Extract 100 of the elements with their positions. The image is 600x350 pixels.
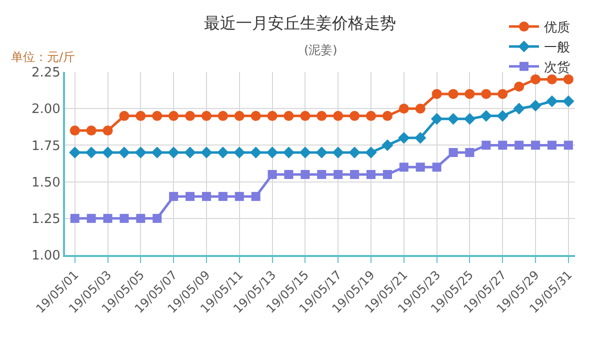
point xyxy=(218,192,228,201)
point xyxy=(102,126,113,136)
point xyxy=(134,146,147,158)
point xyxy=(186,192,195,201)
point xyxy=(562,95,574,108)
point xyxy=(399,162,408,172)
point xyxy=(530,100,542,112)
point xyxy=(152,214,162,223)
point xyxy=(70,126,80,136)
point xyxy=(546,95,558,108)
point xyxy=(168,110,179,121)
point xyxy=(447,113,460,125)
y-tick-label: 2.00 xyxy=(31,102,60,118)
point xyxy=(366,110,376,121)
point xyxy=(185,110,196,121)
point xyxy=(268,170,277,179)
point xyxy=(530,74,541,84)
y-tick-label: 1.50 xyxy=(31,175,60,190)
point xyxy=(382,110,392,121)
point xyxy=(250,110,261,121)
point xyxy=(202,192,211,201)
point xyxy=(69,146,81,158)
point xyxy=(398,132,410,144)
point xyxy=(513,102,525,114)
point xyxy=(299,146,312,158)
point xyxy=(465,148,474,158)
point xyxy=(448,88,458,99)
text: 单位：元/斤 xyxy=(11,50,76,64)
point xyxy=(168,146,180,158)
point xyxy=(464,113,476,125)
y-tick-label: 1.00 xyxy=(31,248,60,264)
point xyxy=(200,146,212,158)
point xyxy=(103,214,112,223)
point xyxy=(464,88,475,99)
point xyxy=(218,110,228,121)
point xyxy=(432,88,442,99)
point xyxy=(481,88,492,99)
point xyxy=(498,140,508,150)
point xyxy=(251,192,260,201)
point xyxy=(201,110,212,121)
chart-subtitle: (泥姜) xyxy=(304,43,338,57)
point xyxy=(564,140,573,150)
point xyxy=(514,82,524,92)
point xyxy=(85,146,98,158)
point xyxy=(416,162,425,172)
point xyxy=(217,146,229,158)
point xyxy=(120,214,129,223)
point xyxy=(300,110,310,121)
point xyxy=(414,132,426,144)
point xyxy=(317,170,326,179)
point xyxy=(266,146,278,158)
point xyxy=(350,170,360,179)
point xyxy=(430,113,443,125)
point xyxy=(152,110,162,121)
point xyxy=(136,214,146,223)
point xyxy=(432,162,442,172)
point xyxy=(348,146,360,158)
point xyxy=(86,126,96,136)
point xyxy=(119,110,130,121)
chart-title: 最近一月安丘生姜价格走势 xyxy=(204,14,396,33)
point xyxy=(531,140,540,150)
legend-label: 次货 xyxy=(544,60,570,76)
point xyxy=(563,74,574,84)
point xyxy=(267,110,278,121)
point xyxy=(382,170,392,179)
point xyxy=(496,110,508,122)
legend-label: 优质 xyxy=(544,20,570,36)
point xyxy=(284,170,294,179)
point xyxy=(250,146,262,158)
point xyxy=(366,170,376,179)
point xyxy=(514,140,524,150)
point xyxy=(86,214,96,223)
point xyxy=(480,110,492,122)
y-tick-label: 1.25 xyxy=(31,212,60,227)
point xyxy=(334,170,343,179)
point xyxy=(415,104,426,114)
point xyxy=(382,139,394,152)
point xyxy=(234,146,246,158)
point xyxy=(151,146,163,158)
point xyxy=(398,104,409,114)
point xyxy=(118,146,130,158)
y-tick-label: 2.25 xyxy=(31,66,60,81)
y-tick-label: 1.75 xyxy=(31,138,60,154)
point xyxy=(365,146,377,158)
point xyxy=(300,170,310,179)
point xyxy=(234,110,244,121)
point xyxy=(136,110,146,121)
point xyxy=(184,146,196,158)
point xyxy=(333,110,344,121)
point xyxy=(547,140,556,150)
point xyxy=(482,140,491,150)
point xyxy=(350,110,360,121)
point xyxy=(498,88,508,99)
point xyxy=(102,146,114,158)
point xyxy=(282,146,295,158)
point xyxy=(316,110,327,121)
point xyxy=(316,146,328,158)
point xyxy=(234,192,244,201)
point xyxy=(70,214,80,223)
point xyxy=(332,146,344,158)
